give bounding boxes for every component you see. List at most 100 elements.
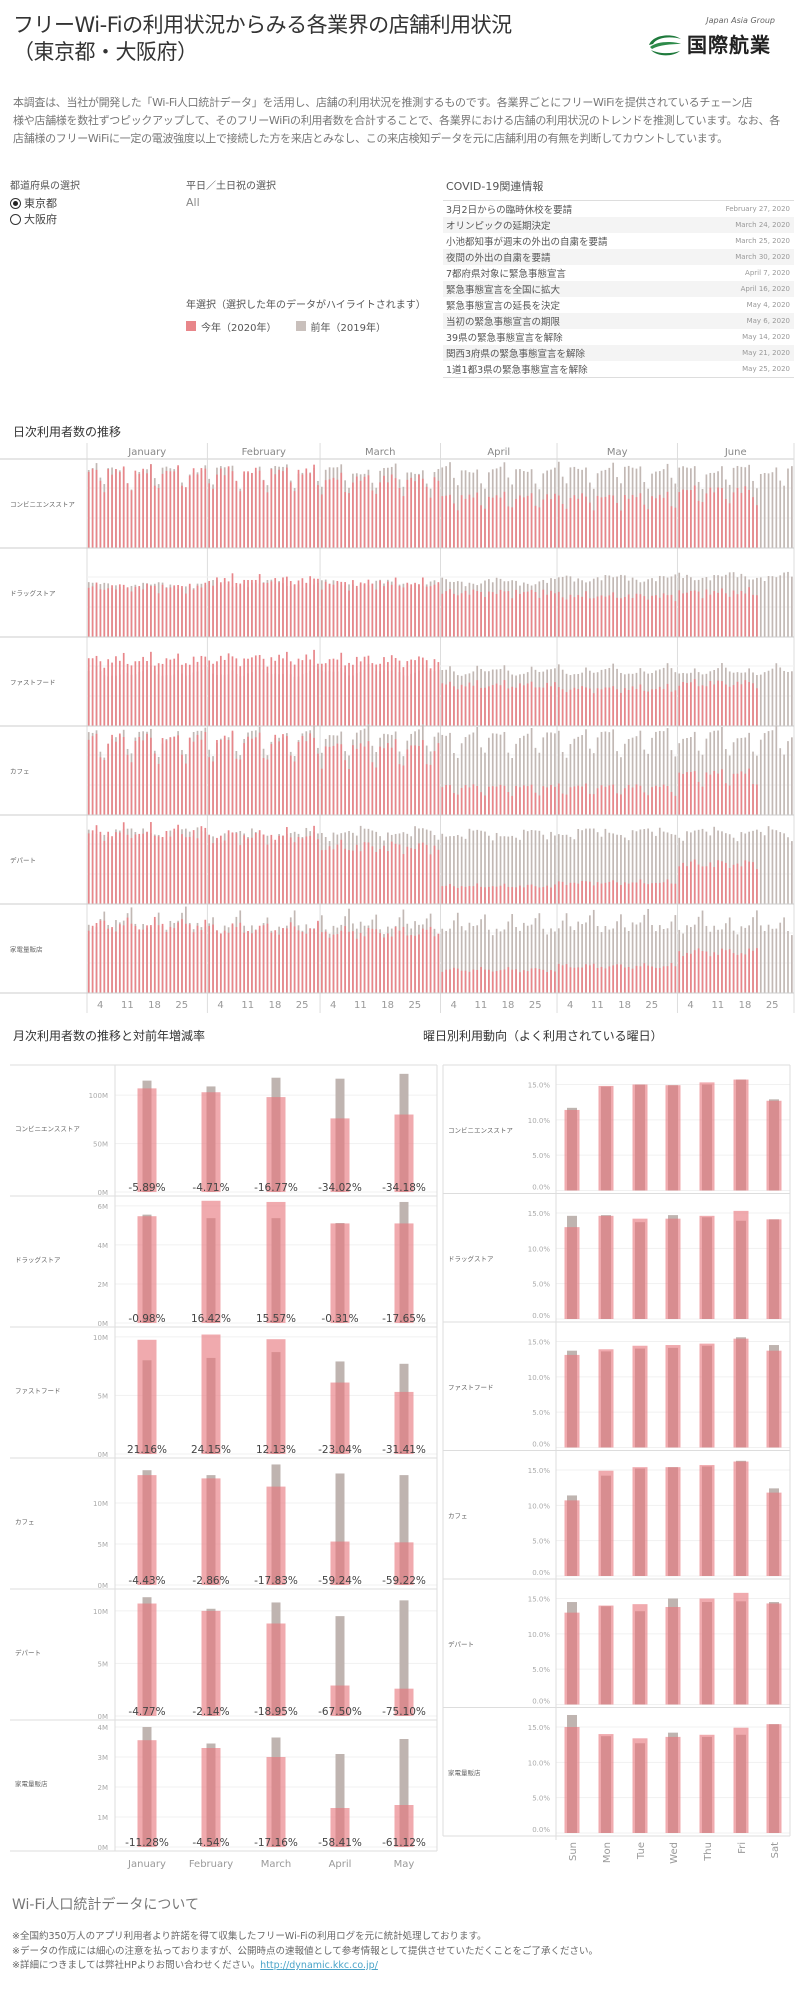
daily-bar-2020 xyxy=(585,591,587,637)
covid-info-panel: COVID-19関連情報 3月2日からの臨時休校を要請 February 27, … xyxy=(443,178,794,378)
daily-bar-2020 xyxy=(115,832,117,904)
daily-bar-2019 xyxy=(759,739,762,815)
daily-bar-2020 xyxy=(464,686,467,726)
radio-osaka[interactable]: 大阪府 xyxy=(10,211,80,227)
legend-item-2019[interactable]: 前年（2019年） xyxy=(295,319,386,334)
daily-bar-2020 xyxy=(130,923,133,993)
daily-bar-2019 xyxy=(585,828,587,904)
covid-event-row[interactable]: オリンピックの延期決定 March 24, 2020 xyxy=(443,217,794,233)
covid-event-text: 39県の緊急事態宣言を解除 xyxy=(446,333,563,344)
daily-bar-2020 xyxy=(340,930,343,993)
title-line-2: （東京都・大阪府） xyxy=(13,40,198,64)
daily-bar-2020 xyxy=(352,931,354,993)
daily-bar-2019 xyxy=(787,741,789,815)
day-tick-label: 18 xyxy=(148,1000,161,1011)
legend-item-2020[interactable]: 今年（2020年） xyxy=(186,319,276,334)
company-website-link[interactable]: http://dynamic.kkc.co.jp/ xyxy=(260,1960,378,1971)
covid-event-row[interactable]: 3月2日からの臨時休校を要請 February 27, 2020 xyxy=(443,201,794,217)
daily-bar-2020 xyxy=(157,487,160,548)
radio-tokyo[interactable]: 東京都 xyxy=(10,195,80,211)
y-tick-label: 0M xyxy=(98,1451,109,1459)
daily-bar-2020 xyxy=(352,850,354,904)
daily-bar-2020 xyxy=(705,493,708,548)
daily-bar-2019 xyxy=(604,731,607,815)
daily-bar-2020 xyxy=(301,838,304,904)
monthly-bar-2020 xyxy=(201,1200,221,1323)
daily-bar-2020 xyxy=(262,834,265,904)
covid-event-row[interactable]: 1道1都3県の緊急事態宣言を解除 May 25, 2020 xyxy=(443,361,794,377)
covid-event-row[interactable]: 当初の緊急事態宣言の期限 May 6, 2020 xyxy=(443,313,794,329)
daily-bar-2020 xyxy=(589,598,591,637)
daily-bar-2020 xyxy=(200,739,203,815)
daily-bar-2020 xyxy=(192,830,195,904)
daily-bar-2020 xyxy=(600,966,603,993)
daily-bar-2020 xyxy=(717,592,719,637)
daily-bar-2020 xyxy=(251,657,253,726)
daily-bar-2020 xyxy=(410,745,413,815)
daily-bar-2019 xyxy=(608,929,611,993)
daily-bar-2020 xyxy=(464,970,467,993)
daily-bar-2020 xyxy=(421,928,424,993)
covid-event-date: March 25, 2020 xyxy=(735,237,790,245)
weekday-bar-2020 xyxy=(733,1338,749,1448)
y-tick-label: 5M xyxy=(98,1660,109,1668)
legend-swatch-2020 xyxy=(186,321,196,331)
daily-bar-2020 xyxy=(305,582,308,637)
daily-bar-2019 xyxy=(791,935,793,993)
covid-event-row[interactable]: 39県の緊急事態宣言を解除 May 14, 2020 xyxy=(443,329,794,345)
yoy-change-label: 16.42% xyxy=(191,1313,231,1325)
weekday-bar-2020 xyxy=(564,1354,580,1448)
daily-bar-2020 xyxy=(309,659,312,726)
daily-bar-2020 xyxy=(297,930,300,993)
footer-note: ※データの作成には細心の注意を払っておりますが、公開時点の速報値として参考情報と… xyxy=(12,1945,598,1957)
daily-bar-2020 xyxy=(682,593,684,637)
daytype-filter-value[interactable]: All xyxy=(186,196,200,209)
daily-bar-2020 xyxy=(258,830,261,904)
daily-bar-2020 xyxy=(161,923,164,993)
daily-bar-2020 xyxy=(476,492,479,548)
daily-bar-2020 xyxy=(709,956,712,993)
daily-bar-2020 xyxy=(99,920,102,993)
daily-bar-2020 xyxy=(379,482,381,548)
daily-bar-2020 xyxy=(573,597,576,637)
daily-bar-2019 xyxy=(585,922,587,993)
daily-bar-2020 xyxy=(507,688,510,726)
day-tick-label: 25 xyxy=(175,1000,188,1011)
daily-bar-2020 xyxy=(289,581,292,637)
daily-bar-2020 xyxy=(437,933,440,993)
covid-event-row[interactable]: 小池都知事が週末の外出の自粛を要請 March 25, 2020 xyxy=(443,233,794,249)
daily-bar-2020 xyxy=(488,786,490,815)
daily-bar-2020 xyxy=(647,691,649,726)
daily-bar-2020 xyxy=(445,684,447,726)
daily-bar-2020 xyxy=(526,683,529,726)
daily-bar-2020 xyxy=(542,589,545,637)
daily-bar-2019 xyxy=(530,924,533,993)
daily-bar-2020 xyxy=(752,497,754,548)
daily-bar-2019 xyxy=(596,832,599,904)
daily-bar-2020 xyxy=(437,662,440,726)
daily-bar-2019 xyxy=(561,920,564,993)
daily-bar-2020 xyxy=(433,659,436,726)
daily-bar-2020 xyxy=(515,969,517,993)
daily-bar-2019 xyxy=(658,827,661,904)
covid-event-row[interactable]: 7都府県対象に緊急事態宣言 April 7, 2020 xyxy=(443,265,794,281)
covid-event-row[interactable]: 緊急事態宣言を全国に拡大 April 16, 2020 xyxy=(443,281,794,297)
daily-bar-2020 xyxy=(270,834,273,904)
daily-bar-2020 xyxy=(728,596,731,637)
daily-bar-2020 xyxy=(554,884,556,904)
covid-event-row[interactable]: 緊急事態宣言の延長を決定 May 4, 2020 xyxy=(443,297,794,313)
y-tick-label: 0M xyxy=(98,1713,109,1721)
daily-bar-2019 xyxy=(550,831,552,904)
covid-event-row[interactable]: 夜間の外出の自粛を要請 March 30, 2020 xyxy=(443,249,794,265)
daily-bar-2019 xyxy=(519,738,521,815)
row-category-label: ドラッグストア xyxy=(10,589,56,598)
daily-bar-2020 xyxy=(367,475,370,548)
daily-bar-2020 xyxy=(418,843,420,904)
daily-bar-2020 xyxy=(103,840,106,904)
page-title: フリーWi-Fiの利用状況からみる各業界の店舗利用状況 （東京都・大阪府） xyxy=(13,12,512,66)
daily-bar-2020 xyxy=(223,840,226,904)
y-tick-label: 2M xyxy=(98,1784,109,1792)
daily-bar-2020 xyxy=(530,968,533,993)
covid-event-row[interactable]: 関西3府県の緊急事態宣言を解除 May 21, 2020 xyxy=(443,345,794,361)
daily-bar-2020 xyxy=(589,965,591,993)
